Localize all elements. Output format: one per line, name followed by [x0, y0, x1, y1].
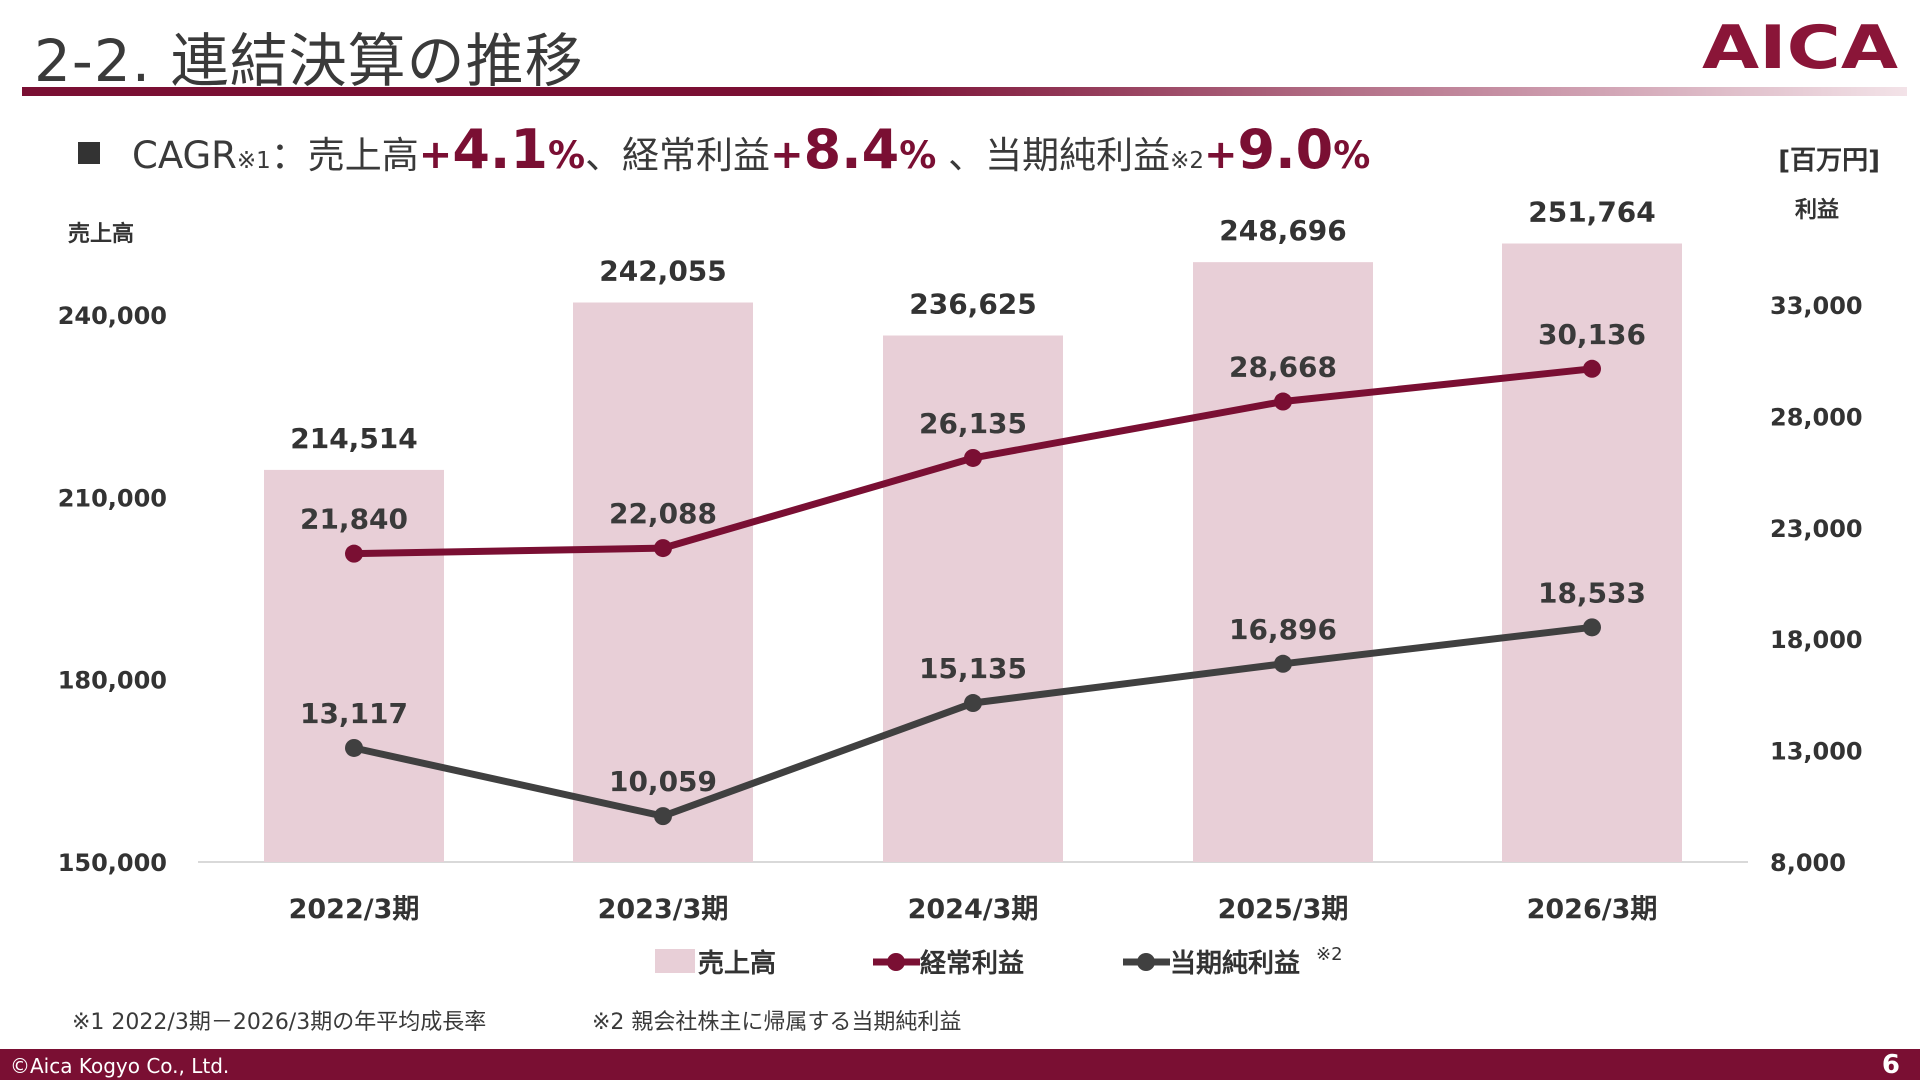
sales-bar-label: 214,514 — [290, 422, 418, 455]
category-label: 2025/3期 — [1218, 894, 1349, 925]
net-profit-point — [345, 738, 363, 757]
left-axis-tick: 150,000 — [58, 849, 167, 877]
net-profit-point — [1583, 618, 1601, 637]
right-axis-tick: 8,000 — [1770, 849, 1846, 877]
cagr-prefix: CAGR — [132, 134, 237, 177]
category-label: 2024/3期 — [908, 894, 1039, 925]
cagr-note-1: ※1 — [236, 148, 271, 174]
cagr-net-label: 、当期純利益 — [936, 134, 1171, 177]
net-profit-point — [964, 694, 982, 713]
legend-net-label: 当期純利益 — [1170, 948, 1300, 979]
ordinary-profit-label: 22,088 — [609, 497, 717, 530]
sales-bar — [1193, 262, 1373, 862]
legend-ordinary-label: 経常利益 — [920, 948, 1024, 979]
ordinary-profit-label: 28,668 — [1229, 351, 1337, 384]
cagr-ordinary-sign: + — [770, 132, 804, 178]
right-axis-tick: 33,000 — [1770, 292, 1863, 320]
cagr-sales-value: 4.1 — [452, 118, 548, 181]
footnote-1: ※1 2022/3期－2026/3期の年平均成長率 — [72, 1010, 487, 1035]
net-profit-label: 10,059 — [609, 765, 717, 798]
ordinary-profit-point — [964, 448, 982, 467]
consolidated-results-chart: 売上高 150,000 180,000 210,000 240,000 利益 8,000 13… — [58, 196, 1863, 979]
cagr-net-sign: + — [1204, 132, 1238, 178]
ordinary-profit-label: 21,840 — [300, 503, 408, 536]
legend-net-note: ※2 — [1316, 944, 1343, 965]
right-axis-tick: 13,000 — [1770, 738, 1863, 766]
category-label: 2023/3期 — [598, 894, 729, 925]
sales-bar-label: 236,625 — [909, 288, 1037, 321]
legend-net-marker — [1137, 953, 1155, 971]
net-profit-label: 18,533 — [1538, 576, 1646, 609]
net-profit-label: 15,135 — [919, 652, 1027, 685]
right-axis-tick: 18,000 — [1770, 626, 1863, 654]
sales-bar — [264, 469, 444, 862]
net-profit-point — [1274, 654, 1292, 673]
svg-text:AICA: AICA — [1702, 16, 1899, 78]
copyright: ©Aica Kogyo Co., Ltd. — [10, 1054, 230, 1078]
legend-ordinary-marker — [887, 953, 905, 971]
net-profit-label: 16,896 — [1229, 613, 1337, 646]
left-axis-title: 売上高 — [68, 221, 134, 247]
cagr-summary: CAGR ※1 ：売上高 + 4.1 % 、経常利益 + 8.4 % 、当期純利… — [78, 118, 1370, 188]
cagr-note-2: ※2 — [1170, 148, 1204, 174]
page-title: 2-2. 連結決算の推移 — [34, 27, 584, 95]
cagr-ordinary-percent: % — [899, 134, 937, 177]
sales-bar-label: 248,696 — [1219, 214, 1347, 247]
page-number: 6 — [1881, 1050, 1900, 1080]
footnote-2: ※2 親会社株主に帰属する当期純利益 — [592, 1010, 962, 1035]
cagr-sales-percent: % — [547, 134, 586, 177]
ordinary-profit-point — [345, 544, 363, 563]
ordinary-profit-point — [654, 539, 672, 558]
sales-bar-label: 242,055 — [599, 255, 727, 288]
sales-bar — [573, 302, 753, 863]
sales-bar-label: 251,764 — [1528, 196, 1656, 229]
unit-label: [百万円] — [1778, 146, 1880, 176]
aica-logo: AICA — [1700, 13, 1900, 83]
net-profit-label: 13,117 — [300, 697, 408, 730]
title-underline — [22, 87, 1907, 96]
category-label: 2022/3期 — [289, 894, 420, 925]
ordinary-profit-label: 30,136 — [1538, 318, 1646, 351]
right-axis-tick: 23,000 — [1770, 515, 1863, 543]
sales-bar — [883, 335, 1063, 862]
category-label: 2026/3期 — [1527, 894, 1658, 925]
bullet-square-icon — [78, 142, 100, 164]
cagr-sales-label: ：売上高 — [270, 134, 419, 177]
sales-bar — [1502, 243, 1682, 862]
right-axis-tick: 28,000 — [1770, 403, 1863, 431]
footer-bar: ©Aica Kogyo Co., Ltd. 6 — [0, 1049, 1920, 1080]
legend-sales-swatch — [655, 949, 695, 973]
cagr-net-value: 9.0 — [1237, 118, 1334, 181]
left-axis-tick: 180,000 — [58, 667, 167, 695]
cagr-net-percent: % — [1333, 134, 1371, 177]
ordinary-profit-point — [1583, 359, 1601, 378]
left-axis-tick: 240,000 — [58, 302, 167, 330]
cagr-sales-sign: + — [418, 132, 453, 178]
net-profit-point — [654, 807, 672, 826]
ordinary-profit-label: 26,135 — [919, 407, 1027, 440]
cagr-ordinary-label: 、経常利益 — [585, 134, 771, 177]
cagr-ordinary-value: 8.4 — [803, 118, 900, 181]
legend-sales-label: 売上高 — [698, 948, 776, 979]
right-axis-title: 利益 — [1795, 197, 1839, 223]
left-axis-tick: 210,000 — [58, 484, 167, 512]
ordinary-profit-point — [1274, 392, 1292, 411]
